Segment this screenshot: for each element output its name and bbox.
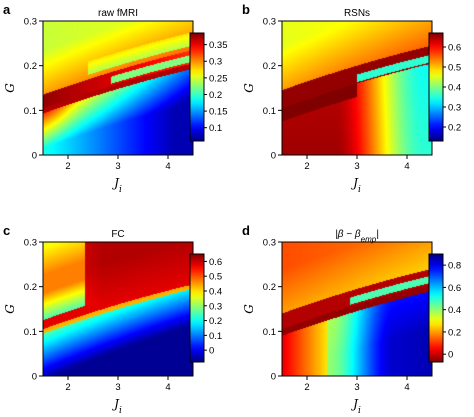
colorbar [189,32,205,142]
panel-c: c FC 2 3 4 0 0.1 0.2 0.3 Ji G 0 0.1 0.2 0.3 0.4 0.5 0.6 [3,223,222,416]
x-axis-label: Ji [111,397,122,416]
x-tick-label: 4 [404,382,409,393]
heatmap-image [282,21,432,155]
colorbar-tick-label: 0.4 [209,286,222,297]
y-tick-label: 0.2 [263,61,276,72]
x-tick-label: 3 [354,382,359,393]
colorbar [428,253,444,363]
colorbar-tick-label: 0.35 [209,40,228,51]
colorbar-tick-label: 0.6 [209,257,222,268]
colorbar-tick-label: 0 [209,346,214,357]
colorbar-tick-label: 0.3 [209,57,222,68]
y-tick-label: 0.1 [263,106,276,117]
colorbar-tick-label: 0.3 [209,301,222,312]
colorbar [189,253,205,363]
y-axis-label: G [242,83,256,93]
panel-letter: b [242,2,250,17]
y-axis-label: G [3,83,17,93]
y-tick-label: 0.2 [24,282,37,293]
y-tick-label: 0.3 [24,238,37,249]
panel-d: d |β − βemp| 2 3 4 0 0.1 0.2 0.3 Ji G 0 0.2 0.4 0.6 0.8 [242,223,461,416]
colorbar-tick-label: 0.2 [448,327,461,338]
panel-title: raw fMRI [98,8,138,19]
y-tick-label: 0.2 [24,61,37,72]
colorbar-tick-label: 0.1 [209,331,222,342]
x-tick-label: 3 [354,161,359,172]
colorbar-tick-label: 0.2 [209,90,222,101]
heatmap-image [282,242,432,376]
x-tick-label: 4 [165,161,170,172]
y-tick-label: 0 [32,151,37,162]
colorbar-tick-label: 0.5 [448,63,461,74]
x-tick-label: 2 [304,382,309,393]
colorbar-tick-label: 0.6 [448,43,461,54]
panel-letter: c [3,223,10,238]
x-tick-label: 2 [65,382,70,393]
x-tick-label: 4 [165,382,170,393]
colorbar-tick-label: 0.2 [448,123,461,134]
y-tick-label: 0.3 [263,238,276,249]
y-tick-label: 0 [271,372,276,383]
panel-title: RSNs [344,8,370,19]
colorbar-tick-label: 0.25 [209,73,228,84]
y-tick-label: 0 [32,372,37,383]
colorbar-tick-label: 0.4 [448,305,461,316]
y-axis-label: G [242,304,256,314]
y-tick-label: 0.2 [263,282,276,293]
colorbar [428,32,444,142]
heatmap-image [43,21,193,155]
colorbar-tick-label: 0.5 [209,272,222,283]
colorbar-tick-label: 0.2 [209,316,222,327]
x-tick-label: 3 [115,382,120,393]
colorbar-tick-label: 0.8 [448,261,461,272]
x-tick-label: 4 [404,161,409,172]
colorbar-tick-label: 0.3 [448,103,461,114]
y-tick-label: 0.3 [24,17,37,28]
colorbar-tick-label: 0.1 [209,123,222,134]
x-tick-label: 3 [115,161,120,172]
x-tick-label: 2 [65,161,70,172]
colorbar-tick-label: 0.15 [209,107,228,118]
y-axis-label: G [3,304,17,314]
x-axis-label: Ji [350,397,361,416]
y-tick-label: 0.3 [263,17,276,28]
x-tick-label: 2 [304,161,309,172]
heatmap-image [43,242,193,376]
y-tick-label: 0 [271,151,276,162]
panel-letter: d [242,223,250,238]
x-axis-label: Ji [111,176,122,195]
panel-title: FC [111,229,124,240]
y-tick-label: 0.1 [24,106,37,117]
colorbar-tick-label: 0.6 [448,283,461,294]
y-tick-label: 0.1 [263,327,276,338]
y-tick-label: 0.1 [24,327,37,338]
panel-b: b RSNs 2 3 4 0 0.1 0.2 0.3 Ji G 0.2 0.3 0.4 0.5 0.6 [242,2,461,195]
panel-letter: a [3,2,11,17]
panel-title: |β − βemp| [335,229,379,244]
colorbar-tick-label: 0.4 [448,83,461,94]
colorbar-tick-label: 0 [448,350,453,361]
x-axis-label: Ji [350,176,361,195]
panel-a: a raw fMRI 2 3 4 0 0.1 0.2 0.3 Ji G 0.1 0.15 0.2 0.25 0… [3,2,228,195]
